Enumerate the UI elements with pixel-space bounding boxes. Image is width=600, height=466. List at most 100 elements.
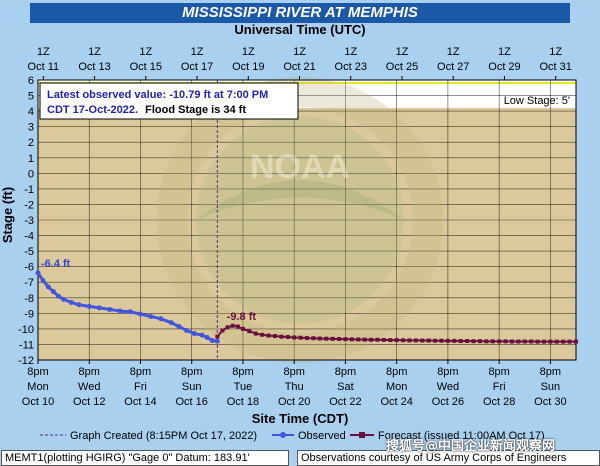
y-tick-label: 5: [28, 91, 34, 103]
observed-point: [76, 302, 82, 308]
observed-point: [40, 278, 46, 284]
y-tick-label: -9: [24, 308, 34, 320]
forecast-point: [230, 323, 235, 328]
legend-observed-label: Observed: [298, 430, 346, 442]
top-tick-label: 1Z: [498, 46, 511, 58]
forecast-point: [516, 339, 521, 344]
top-tick-label: 1Z: [293, 46, 306, 58]
forecast-point: [497, 339, 502, 344]
observed-point: [68, 299, 74, 305]
forecast-point: [484, 339, 489, 344]
forecast-point: [503, 339, 508, 344]
y-tick-label: -4: [24, 231, 34, 243]
x-tick-label: Sun: [182, 381, 202, 393]
forecast-point: [394, 338, 399, 343]
forecast-point: [477, 339, 482, 344]
forecast-point: [433, 338, 438, 343]
forecast-point: [407, 338, 412, 343]
forecast-point: [554, 339, 559, 344]
forecast-point: [266, 333, 271, 338]
observed-point: [148, 313, 154, 319]
forecast-point: [235, 324, 240, 329]
y-tick-label: -10: [18, 324, 34, 336]
observed-point: [96, 305, 102, 311]
top-tick-label: Oct 25: [386, 61, 418, 73]
info-box-flood-stage: Flood Stage is 34 ft: [145, 104, 246, 116]
forecast-point: [420, 338, 425, 343]
site-info-box: MEMT1(plotting HGIRG) "Gage 0" Datum: 18…: [1, 450, 289, 466]
forecast-point: [317, 336, 322, 341]
forecast-point: [292, 335, 297, 340]
noaa-logo-text: NOAA: [250, 148, 350, 186]
forecast-point: [561, 339, 566, 344]
y-tick-label: 1: [28, 153, 34, 165]
top-tick-label: 1Z: [37, 46, 50, 58]
info-box-line2: CDT 17-Oct-2022. Flood Stage is 34 ft: [47, 104, 246, 116]
forecast-point: [567, 339, 572, 344]
plot-area: [38, 80, 576, 360]
top-axis-ticks: 1Z Oct 11 1Z Oct 13 1Z Oct 15 1Z Oct 17 1Z Oct 19…: [28, 46, 572, 80]
forecast-point: [452, 338, 457, 343]
forecast-point: [445, 338, 450, 343]
x-tick-label: Oct 22: [329, 396, 361, 408]
forecast-point: [337, 337, 342, 341]
forecast-point: [426, 338, 431, 343]
legend-forecast-marker: [359, 432, 365, 438]
x-tick-label: Wed: [78, 381, 100, 393]
observed-point: [158, 316, 164, 322]
x-tick-label: Wed: [437, 381, 459, 393]
forecast-point: [471, 339, 476, 344]
top-tick-label: 1Z: [139, 46, 152, 58]
observed-point: [184, 327, 190, 333]
x-tick-label: Fri: [134, 381, 147, 393]
x-tick-label: 8pm: [130, 366, 151, 378]
watermark-overlay: 搜狐号@中国企业新闻观察网: [386, 439, 556, 454]
forecast-point: [529, 339, 534, 344]
y-tick-label: -12: [18, 355, 34, 367]
info-box-frame: [39, 82, 299, 120]
info-box-date: CDT 17-Oct-2022.: [47, 104, 138, 116]
x-tick-label: Fri: [493, 381, 506, 393]
x-tick-label: Oct 10: [22, 396, 54, 408]
observed-point: [107, 306, 113, 312]
forecast-point: [240, 326, 245, 331]
forecast-point: [272, 334, 277, 339]
y-tick-label: -5: [24, 246, 34, 258]
y-axis-title: Stage (ft): [0, 187, 15, 243]
observed-point: [45, 284, 51, 290]
forecast-point: [401, 338, 406, 343]
y-tick-label: 4: [28, 106, 34, 118]
observed-point: [168, 320, 174, 326]
top-tick-label: Oct 27: [437, 61, 469, 73]
x-tick-label: Oct 24: [380, 396, 412, 408]
forecast-point: [279, 334, 284, 339]
plot-border: [37, 79, 577, 361]
legend-forecast-label: Forecast (issued 11:00AM Oct 17): [378, 430, 545, 442]
info-box: Latest observed value: -10.79 ft at 7:00…: [39, 82, 299, 120]
observed-point: [214, 338, 220, 344]
forecast-point: [509, 339, 514, 344]
top-tick-label: Oct 19: [232, 61, 264, 73]
bottom-axis-title: Site Time (CDT): [252, 411, 349, 426]
legend: Graph Created (8:15PM Oct 17, 2022) Obse…: [40, 430, 545, 442]
y-tick-label: 2: [28, 137, 34, 149]
forecast-point: [298, 335, 303, 340]
chart-title: MISSISSIPPI RIVER AT MEMPHIS: [30, 3, 570, 23]
y-tick-label: -8: [24, 293, 34, 305]
forecast-point: [220, 328, 225, 333]
y-tick-label: 0: [28, 168, 34, 180]
observed-point: [209, 338, 215, 344]
observed-start-annotation: -6.4 ft: [41, 258, 71, 270]
top-tick-label: Oct 17: [181, 61, 213, 73]
observed-point: [50, 289, 56, 295]
bottom-axis-ticks: 8pm Mon Oct 10 8pm Wed Oct 12 8pm Fri Oct 14 8pm S…: [22, 360, 567, 408]
x-tick-label: Mon: [27, 381, 48, 393]
top-tick-label: 1Z: [242, 46, 255, 58]
y-tick-label: -2: [24, 199, 34, 211]
forecast-point: [535, 339, 540, 344]
footer-row: MEMT1(plotting HGIRG) "Gage 0" Datum: 18…: [0, 450, 600, 466]
top-tick-label: Oct 11: [28, 61, 60, 73]
top-tick-label: Oct 31: [540, 61, 572, 73]
forecast-point: [247, 329, 252, 334]
